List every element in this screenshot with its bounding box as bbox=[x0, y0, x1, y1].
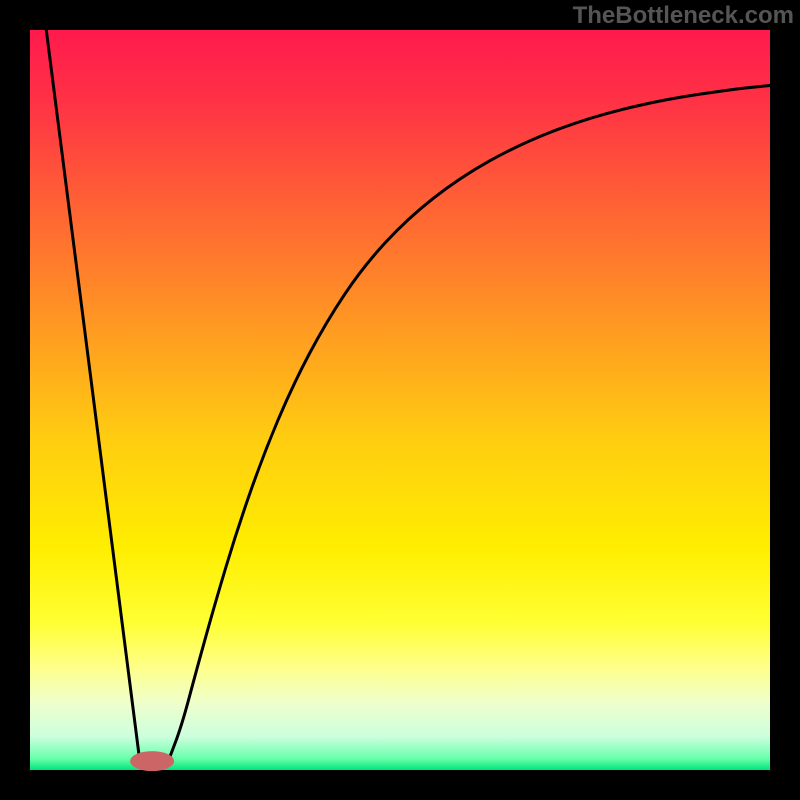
chart-container: TheBottleneck.com bbox=[0, 0, 800, 800]
optimum-marker bbox=[130, 751, 174, 771]
plot-area bbox=[30, 30, 770, 770]
watermark-text: TheBottleneck.com bbox=[573, 2, 794, 30]
bottleneck-chart bbox=[0, 0, 800, 800]
